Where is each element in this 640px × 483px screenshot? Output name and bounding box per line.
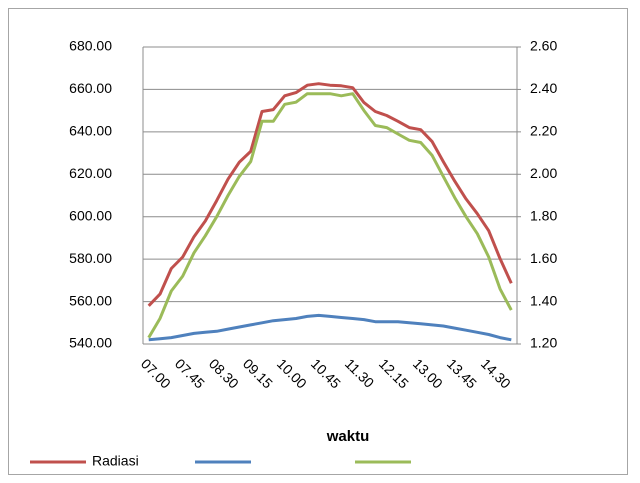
y2-tick-label: 1.40: [530, 292, 557, 308]
y2-tick-label: 1.60: [530, 250, 557, 266]
y-tick-label: 620.00: [69, 165, 112, 181]
y-tick-label: 560.00: [69, 292, 112, 308]
y-tick-label: 680.00: [69, 38, 112, 54]
axis-ticks: 540.00 560.00 580.00 600.00 620.00 640.00 660.…: [69, 38, 557, 351]
series-line: [147, 82, 513, 307]
y2-tick-label: 2.00: [530, 165, 557, 181]
y-tick-label: 600.00: [69, 207, 112, 223]
x-axis-title: waktu: [326, 428, 370, 445]
y-tick-label: 540.00: [69, 335, 112, 351]
y2-tick-label: 2.40: [530, 80, 557, 96]
y-tick-label: 580.00: [69, 250, 112, 266]
y2-tick-label: 2.60: [530, 38, 557, 54]
y2-tick-label: 1.20: [530, 335, 557, 351]
y2-tick-label: 1.80: [530, 207, 557, 223]
y2-tick-label: 2.20: [530, 123, 557, 139]
y-tick-label: 640.00: [69, 123, 112, 139]
series-line: [148, 313, 512, 342]
series-line: [147, 92, 513, 339]
legend-label: Radiasi: [92, 453, 139, 469]
y-tick-label: 660.00: [69, 80, 112, 96]
chart-border: [8, 8, 628, 475]
